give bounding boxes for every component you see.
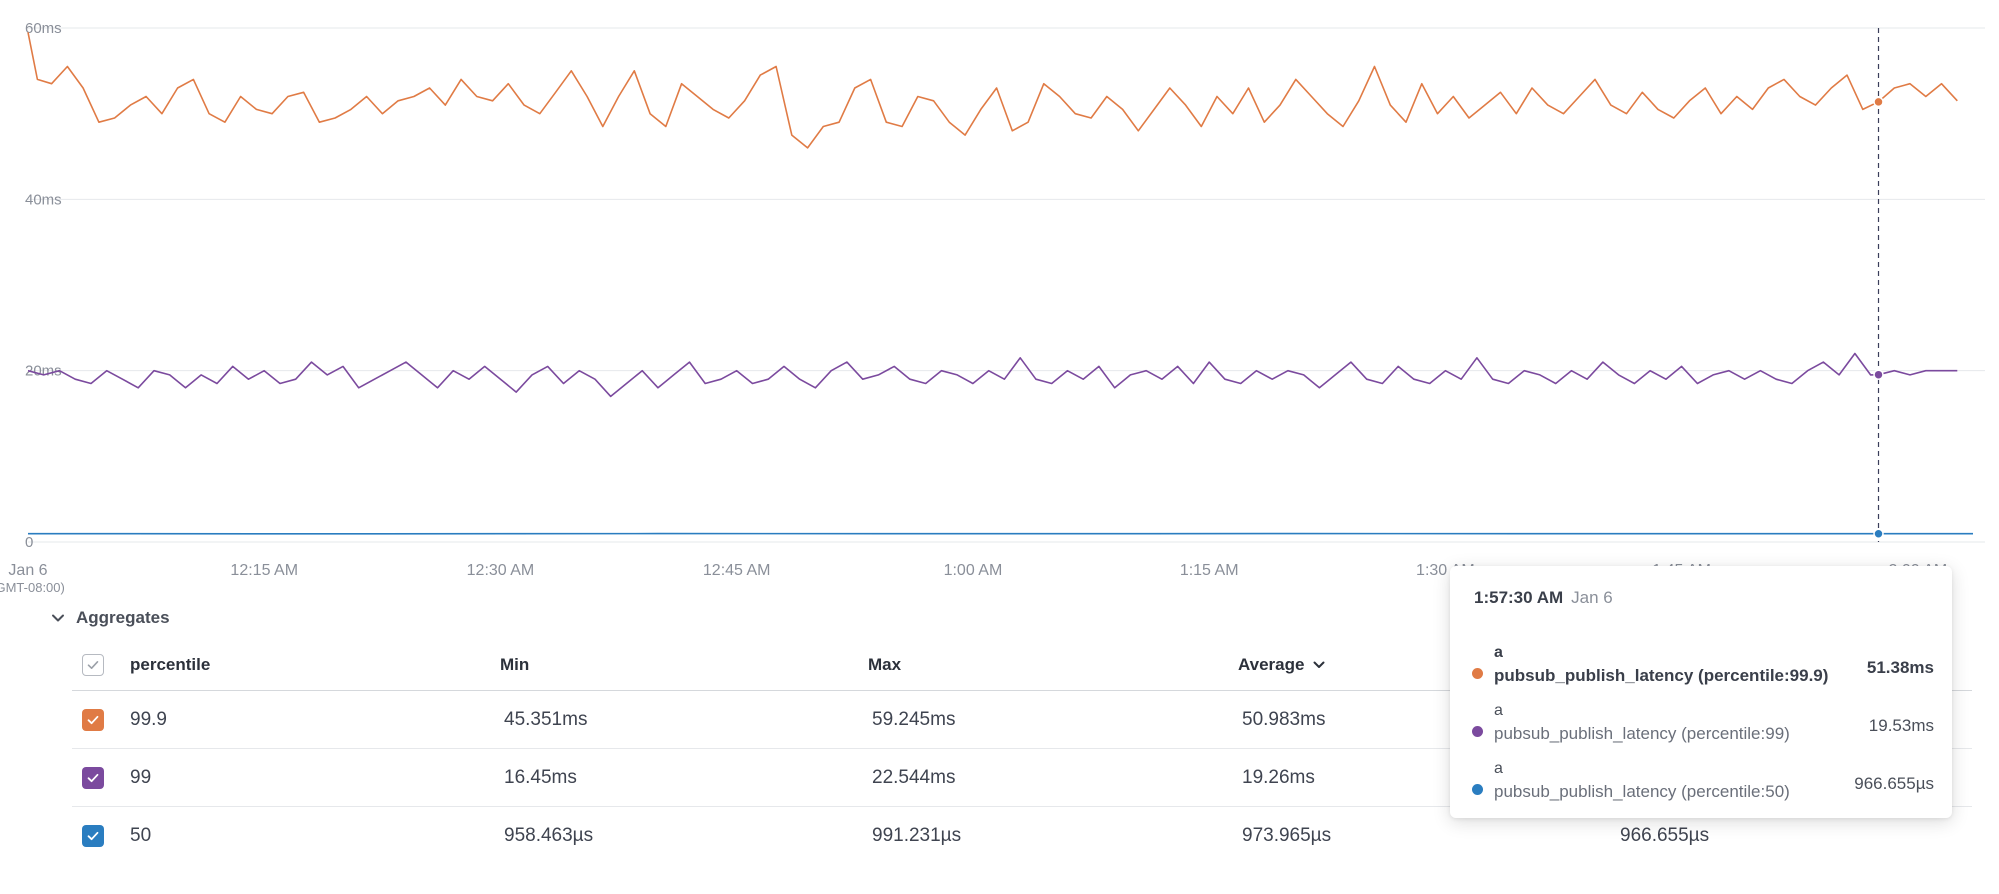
table-row[interactable]: 50 958.463µs 991.231µs 973.965µs 966.655… — [72, 807, 1972, 864]
row-min: 45.351ms — [504, 708, 588, 730]
row-checkbox-cell[interactable] — [82, 807, 106, 864]
sort-chevron-down-icon — [1313, 661, 1325, 668]
row-average: 19.26ms — [1242, 766, 1315, 788]
tooltip-item-value: 51.38ms — [1866, 658, 1934, 677]
y-tick-label: 40ms — [25, 191, 62, 208]
x-tick-label: 1:00 AM — [944, 562, 1003, 579]
row-min: 16.45ms — [504, 766, 577, 788]
row-checkbox[interactable] — [82, 824, 104, 847]
row-average: 973.965µs — [1242, 824, 1332, 846]
tooltip-item: a pubsub_publish_latency (percentile:99)… — [1472, 702, 1934, 752]
tooltip-item-value: 19.53ms — [1868, 716, 1934, 735]
row-checkbox-cell[interactable] — [82, 749, 106, 806]
hover-tooltip: 1:57:30 AM Jan 6 a pubsub_publish_latency… — [1450, 566, 1952, 818]
x-tick-label: 12:45 AM — [703, 562, 771, 579]
series-line — [27, 352, 1958, 398]
y-tick-label: 0 — [25, 534, 33, 551]
row-extra: 966.655µs — [1620, 824, 1710, 846]
check-icon — [87, 661, 99, 669]
series-dot — [1472, 784, 1483, 795]
tooltip-item-prefix: a — [1494, 702, 1503, 719]
row-average: 50.983ms — [1242, 708, 1326, 730]
aggregates-toggle[interactable]: Aggregates — [50, 608, 170, 628]
column-header-min[interactable]: Min — [500, 655, 530, 674]
tooltip-item-value: 966.655µs — [1854, 774, 1934, 793]
column-header-average[interactable]: Average — [1238, 640, 1326, 690]
chevron-down-icon — [52, 614, 64, 622]
row-min: 958.463µs — [504, 824, 594, 846]
row-percentile: 99 — [130, 766, 152, 788]
aggregates-title: Aggregates — [76, 608, 170, 627]
latency-chart[interactable]: 60ms 40ms 20ms 0 Jan 6 12:15 AM 12:30 AM 12:45 … — [0, 0, 1999, 600]
column-header-percentile[interactable]: percentile — [130, 655, 211, 674]
row-percentile: 50 — [130, 824, 152, 846]
check-icon — [87, 773, 99, 782]
tooltip-item-name: pubsub_publish_latency (percentile:99) — [1494, 724, 1790, 743]
series-point — [1873, 528, 1884, 539]
row-max: 22.544ms — [872, 766, 956, 788]
tooltip-item: a pubsub_publish_latency (percentile:50)… — [1472, 760, 1934, 810]
tooltip-item-name: pubsub_publish_latency (percentile:50) — [1494, 782, 1790, 801]
y-tick-label: 20ms — [25, 363, 62, 380]
x-tick-label: 12:15 AM — [230, 562, 298, 579]
tooltip-item: a pubsub_publish_latency (percentile:99.… — [1472, 644, 1934, 694]
tooltip-time: 1:57:30 AM — [1474, 588, 1564, 607]
row-checkbox[interactable] — [82, 766, 104, 789]
select-all-checkbox[interactable] — [82, 654, 104, 676]
aggregates-table: percentile Min Max Average 99.9 45.351ms — [72, 640, 1972, 864]
tooltip-date: Jan 6 — [1571, 588, 1613, 607]
tooltip-item-prefix: a — [1494, 644, 1503, 661]
table-row[interactable]: 99 16.45ms 22.544ms 19.26ms — [72, 749, 1972, 807]
select-all-cell[interactable] — [82, 640, 106, 690]
column-header-max[interactable]: Max — [868, 655, 902, 674]
row-checkbox-cell[interactable] — [82, 691, 106, 748]
row-checkbox[interactable] — [82, 708, 104, 731]
x-tick-label: 12:30 AM — [467, 562, 535, 579]
row-percentile: 99.9 — [130, 708, 167, 730]
tooltip-header: 1:57:30 AM Jan 6 — [1474, 588, 1613, 608]
tooltip-item-name: pubsub_publish_latency (percentile:99.9) — [1494, 666, 1829, 685]
x-tick-label: Jan 6 — [8, 562, 47, 579]
chart-svg[interactable]: 60ms 40ms 20ms 0 Jan 6 12:15 AM 12:30 AM 12:45 … — [0, 0, 1999, 600]
row-max: 59.245ms — [872, 708, 956, 730]
column-header-average-label: Average — [1238, 655, 1305, 674]
x-tick-label: 1:15 AM — [1180, 562, 1239, 579]
table-row[interactable]: 99.9 45.351ms 59.245ms 50.983ms — [72, 691, 1972, 749]
check-icon — [87, 831, 99, 840]
series-point — [1873, 369, 1884, 380]
series-dot — [1472, 726, 1483, 737]
series-point — [1873, 96, 1884, 108]
tooltip-item-prefix: a — [1494, 760, 1503, 777]
y-tick-label: 60ms — [25, 20, 62, 37]
series-dot — [1472, 668, 1483, 679]
timezone-label: (GMT-08:00) — [0, 580, 65, 595]
series-line — [27, 32, 1958, 149]
aggregates-panel: Aggregates percentile Min Max Average — [0, 600, 1999, 894]
row-max: 991.231µs — [872, 824, 962, 846]
check-icon — [87, 715, 99, 724]
table-header-row: percentile Min Max Average — [72, 640, 1972, 691]
